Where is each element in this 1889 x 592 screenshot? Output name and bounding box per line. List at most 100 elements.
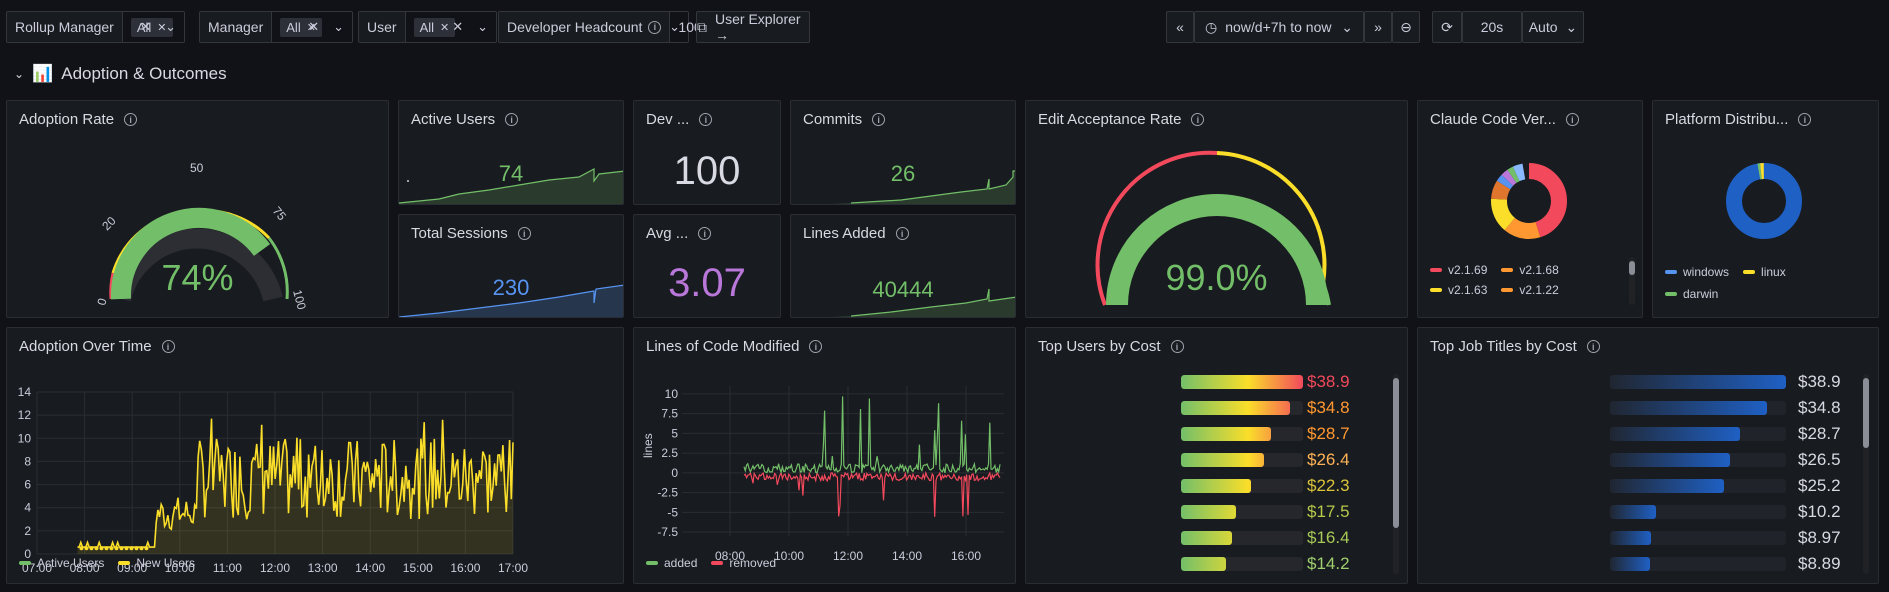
info-icon[interactable]: i bbox=[1565, 113, 1579, 126]
bar-track bbox=[1181, 427, 1303, 441]
avg-value: 3.07 bbox=[668, 261, 746, 305]
auto-refresh-select[interactable]: Auto ⌄ bbox=[1522, 11, 1584, 43]
panel-title[interactable]: Adoption Over Time i bbox=[19, 338, 175, 355]
zoom-out-icon: ⊖ bbox=[1400, 18, 1412, 35]
legend-item[interactable]: v2.1.69 bbox=[1430, 263, 1487, 277]
gauge-fill bbox=[1106, 194, 1328, 306]
chevron-down-icon[interactable]: ⌄ bbox=[477, 19, 488, 34]
panel-active-users: Active Users i 74 bbox=[398, 100, 624, 205]
panel-title[interactable]: Adoption Rate i bbox=[19, 111, 138, 128]
headcount-value[interactable]: 100 bbox=[678, 19, 702, 35]
variable-rollup-manager[interactable]: Rollup Manager All ✕ ✕ ⌄ bbox=[6, 11, 185, 43]
scrollbar-thumb[interactable] bbox=[1393, 378, 1399, 528]
panel-lines-modified: Lines of Code Modified i lines 10 7.5 5 2.5 0… bbox=[633, 327, 1016, 584]
new-users-point bbox=[144, 546, 149, 551]
time-back-button[interactable]: « bbox=[1166, 11, 1194, 43]
user-explorer-link[interactable]: ⧉ User Explorer → bbox=[696, 11, 810, 43]
legend-item[interactable]: linux bbox=[1743, 265, 1786, 279]
panel-title[interactable]: Lines of Code Modified i bbox=[646, 338, 823, 355]
scrollbar-thumb[interactable] bbox=[1863, 378, 1869, 448]
panel-title[interactable]: Avg ... i bbox=[646, 225, 712, 242]
chevron-down-icon: ⌄ bbox=[1341, 18, 1353, 35]
panel-title[interactable]: Commits i bbox=[803, 111, 886, 128]
info-icon[interactable]: i bbox=[1798, 113, 1812, 126]
bar-fill bbox=[1610, 557, 1650, 571]
chip-remove-icon[interactable]: ✕ bbox=[157, 21, 167, 34]
info-icon[interactable]: i bbox=[699, 113, 713, 126]
x-tick-label: 08:00 bbox=[715, 549, 745, 563]
refresh-interval[interactable]: 20s bbox=[1462, 11, 1522, 43]
chevron-down-icon[interactable]: ⌄ bbox=[14, 67, 25, 81]
legend-item[interactable]: v2.1.63 bbox=[1430, 283, 1487, 297]
panel-title[interactable]: Top Job Titles by Cost i bbox=[1430, 338, 1600, 355]
zoom-out-button[interactable]: ⊖ bbox=[1392, 11, 1420, 43]
info-icon[interactable]: i bbox=[1170, 340, 1184, 353]
edit-acceptance-value: 99.0% bbox=[1165, 257, 1268, 298]
bar-value: $26.4 bbox=[1307, 450, 1350, 469]
scrollbar[interactable] bbox=[1863, 374, 1869, 574]
panel-title[interactable]: Dev ... i bbox=[646, 111, 713, 128]
info-icon[interactable]: i bbox=[124, 113, 138, 126]
chip-remove-icon[interactable]: ✕ bbox=[440, 21, 450, 34]
legend-item[interactable]: Active Users bbox=[19, 556, 104, 570]
info-icon[interactable]: i bbox=[1586, 340, 1600, 353]
info-icon[interactable]: i bbox=[809, 340, 823, 353]
panel-lines-added: Lines Added i 40444 bbox=[790, 214, 1016, 318]
time-forward-button[interactable]: » bbox=[1364, 11, 1392, 43]
clear-icon[interactable]: ✕ bbox=[308, 19, 320, 34]
variable-chip[interactable]: All ✕ bbox=[130, 17, 173, 37]
info-icon[interactable]: i bbox=[648, 20, 662, 34]
legend-item[interactable]: New Users bbox=[118, 556, 195, 570]
info-icon[interactable]: i bbox=[1191, 113, 1205, 126]
new-users-point bbox=[89, 546, 94, 551]
panel-title[interactable]: Active Users i bbox=[411, 111, 519, 128]
legend-scrollbar[interactable] bbox=[1629, 257, 1635, 305]
panel-commits: Commits i 26 bbox=[790, 100, 1016, 205]
info-icon[interactable]: i bbox=[872, 113, 886, 126]
new-users-point bbox=[109, 546, 114, 551]
cost-bar-row: $10.2 bbox=[1610, 502, 1860, 521]
panel-title[interactable]: Top Users by Cost i bbox=[1038, 338, 1184, 355]
legend-scrollbar-thumb[interactable] bbox=[1629, 261, 1635, 275]
info-icon[interactable]: i bbox=[505, 113, 519, 126]
x-tick-label: 10:00 bbox=[165, 561, 195, 575]
variable-manager[interactable]: Manager All ✕ ✕ ⌄ bbox=[199, 11, 353, 43]
refresh-button[interactable]: ⟳ bbox=[1432, 11, 1462, 43]
panel-title[interactable]: Total Sessions i bbox=[411, 225, 531, 242]
legend-item[interactable]: v2.1.68 bbox=[1501, 263, 1559, 277]
bar-track bbox=[1181, 479, 1303, 493]
bar-fill bbox=[1181, 427, 1271, 441]
panel-title[interactable]: Edit Acceptance Rate i bbox=[1038, 111, 1205, 128]
variable-chip[interactable]: All ✕ bbox=[413, 17, 456, 37]
chevron-down-icon[interactable]: ⌄ bbox=[669, 19, 680, 34]
legend-item[interactable]: v2.1.22 bbox=[1501, 283, 1559, 297]
info-icon[interactable]: i bbox=[895, 227, 909, 240]
variable-developer-headcount[interactable]: Developer Headcount i 100 ⌄ bbox=[498, 11, 702, 43]
chip-remove-icon[interactable]: ✕ bbox=[306, 21, 316, 34]
clear-icon[interactable]: ✕ bbox=[140, 19, 152, 34]
platform-donut bbox=[1726, 163, 1802, 239]
info-icon[interactable]: i bbox=[161, 340, 175, 353]
panel-title[interactable]: Lines Added i bbox=[803, 225, 909, 242]
clear-icon[interactable]: ✕ bbox=[452, 19, 464, 34]
bar-track bbox=[1181, 401, 1303, 415]
legend-item[interactable]: windows bbox=[1665, 265, 1729, 279]
legend-item[interactable]: removed bbox=[711, 556, 776, 570]
time-picker[interactable]: ◷ now/d+7h to now ⌄ bbox=[1194, 11, 1364, 43]
active-users-sparkline bbox=[399, 168, 623, 204]
legend-item[interactable]: added bbox=[646, 556, 697, 570]
x-tick-label: 11:00 bbox=[213, 561, 242, 575]
chevron-down-icon[interactable]: ⌄ bbox=[333, 19, 344, 34]
bar-track bbox=[1610, 479, 1786, 493]
panel-title[interactable]: Claude Code Ver... i bbox=[1430, 111, 1579, 128]
row-header[interactable]: ⌄ 📊 Adoption & Outcomes bbox=[14, 64, 227, 84]
bar-value: $38.9 bbox=[1307, 372, 1350, 391]
panel-title[interactable]: Platform Distribu... i bbox=[1665, 111, 1812, 128]
variable-chip[interactable]: All ✕ bbox=[280, 17, 322, 37]
info-icon[interactable]: i bbox=[698, 227, 712, 240]
panel-edit-acceptance: Edit Acceptance Rate i 99.0% bbox=[1025, 100, 1408, 318]
chevron-down-icon[interactable]: ⌄ bbox=[165, 19, 176, 34]
legend-item[interactable]: darwin bbox=[1665, 287, 1718, 301]
info-icon[interactable]: i bbox=[517, 227, 531, 240]
variable-user[interactable]: User All ✕ ✕ ⌄ bbox=[358, 11, 497, 43]
